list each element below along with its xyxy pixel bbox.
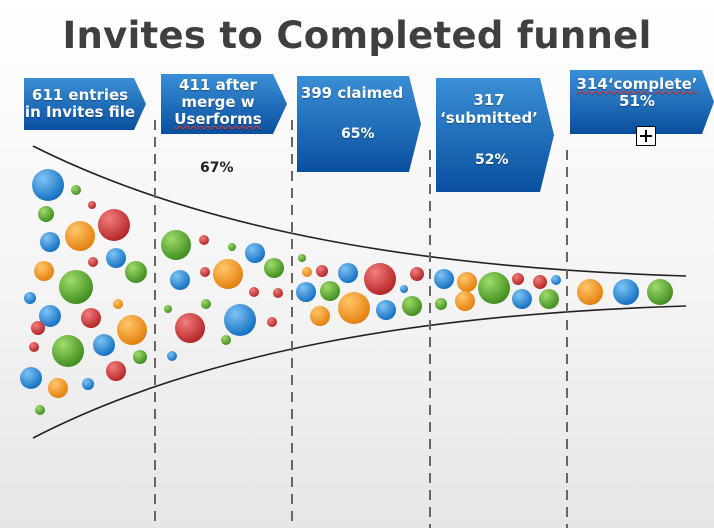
blue-bubble: [32, 169, 64, 201]
green-bubble: [320, 281, 340, 301]
green-bubble: [228, 243, 236, 251]
green-bubble: [435, 298, 447, 310]
orange-bubble: [338, 292, 370, 324]
blue-bubble: [434, 269, 454, 289]
stage-line: merge w: [181, 93, 255, 111]
orange-bubble: [117, 315, 147, 345]
stage-line: 411 after: [179, 76, 257, 94]
blue-bubble: [24, 292, 36, 304]
green-bubble: [161, 230, 191, 260]
blue-bubble: [106, 248, 126, 268]
blue-bubble: [551, 275, 561, 285]
stage-box-4: 317 ‘submitted’ 52%: [436, 78, 554, 192]
green-bubble: [133, 350, 147, 364]
red-bubble: [199, 235, 209, 245]
orange-bubble: [65, 221, 95, 251]
stage-line: 317: [473, 91, 505, 109]
page-title: Invites to Completed funnel: [62, 14, 652, 57]
plus-box-icon[interactable]: [636, 126, 656, 146]
orange-bubble: [113, 299, 123, 309]
stage-line: 314‘complete’: [576, 75, 698, 93]
stage-percent-2: 67%: [200, 160, 234, 176]
green-bubble: [402, 296, 422, 316]
red-bubble: [273, 288, 283, 298]
orange-bubble: [213, 259, 243, 289]
red-bubble: [31, 321, 45, 335]
green-bubble: [164, 305, 172, 313]
orange-bubble: [310, 306, 330, 326]
orange-bubble: [48, 378, 68, 398]
bubble-group: [20, 169, 673, 415]
blue-bubble: [39, 305, 61, 327]
blue-bubble: [170, 270, 190, 290]
orange-bubble: [302, 267, 312, 277]
blue-bubble: [613, 279, 639, 305]
stage-dividers: [154, 120, 568, 528]
red-bubble: [316, 265, 328, 277]
red-bubble: [200, 267, 210, 277]
orange-bubble: [34, 261, 54, 281]
stage-box-5: 314‘complete’ 51%: [570, 70, 714, 134]
blue-bubble: [338, 263, 358, 283]
blue-bubble: [245, 243, 265, 263]
green-bubble: [38, 206, 54, 222]
red-bubble: [512, 273, 524, 285]
blue-bubble: [512, 289, 532, 309]
red-bubble: [533, 275, 547, 289]
blue-bubble: [20, 367, 42, 389]
green-bubble: [71, 185, 81, 195]
stage-line: Userforms: [174, 110, 262, 128]
green-bubble: [298, 254, 306, 262]
red-bubble: [81, 308, 101, 328]
green-bubble: [264, 258, 284, 278]
stage-box-1: 611 entries in Invites file: [24, 78, 146, 130]
green-bubble: [539, 289, 559, 309]
stage-line: 611 entries: [31, 86, 129, 104]
green-bubble: [125, 261, 147, 283]
stage-box-2: 411 after merge w Userforms: [161, 74, 287, 134]
red-bubble: [410, 267, 424, 281]
blue-bubble: [93, 334, 115, 356]
green-bubble: [201, 299, 211, 309]
green-bubble: [59, 270, 93, 304]
blue-bubble: [40, 232, 60, 252]
red-bubble: [249, 287, 259, 297]
stage-box-3: 399 claimed 65%: [297, 76, 421, 172]
green-bubble: [478, 272, 510, 304]
stage-percent-4: 52%: [475, 152, 509, 168]
orange-bubble: [457, 272, 477, 292]
stage-line: 51%: [619, 92, 655, 110]
blue-bubble: [224, 304, 256, 336]
green-bubble: [221, 335, 231, 345]
stage-line: 399 claimed: [300, 84, 404, 102]
red-bubble: [98, 209, 130, 241]
orange-bubble: [577, 279, 603, 305]
red-bubble: [364, 263, 396, 295]
red-bubble: [29, 342, 39, 352]
funnel-bottom-curve: [32, 305, 687, 439]
red-bubble: [88, 257, 98, 267]
stage-line: in Invites file: [24, 103, 136, 121]
blue-bubble: [376, 300, 396, 320]
blue-bubble: [167, 351, 177, 361]
green-bubble: [35, 405, 45, 415]
stage-line: ‘submitted’: [440, 109, 538, 127]
blue-bubble: [400, 285, 408, 293]
blue-bubble: [296, 282, 316, 302]
red-bubble: [88, 201, 96, 209]
blue-bubble: [82, 378, 94, 390]
green-bubble: [647, 279, 673, 305]
orange-bubble: [455, 291, 475, 311]
red-bubble: [106, 361, 126, 381]
stage-percent-3: 65%: [341, 126, 375, 142]
red-bubble: [175, 313, 205, 343]
green-bubble: [52, 335, 84, 367]
red-bubble: [267, 317, 277, 327]
funnel-top-curve: [32, 145, 687, 277]
